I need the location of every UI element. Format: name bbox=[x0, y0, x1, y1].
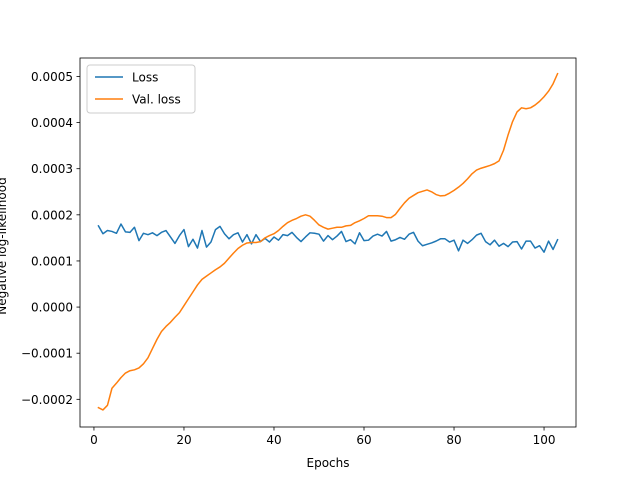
x-tick-label: 20 bbox=[176, 433, 191, 447]
series-line-1 bbox=[97, 72, 559, 411]
legend-label-1: Val. loss bbox=[132, 93, 181, 107]
legend-label-0: Loss bbox=[132, 71, 158, 85]
y-tick-label: 0.0002 bbox=[31, 208, 73, 222]
y-axis-label: Negative log-likelihood bbox=[0, 177, 9, 314]
y-tick-label: 0.0001 bbox=[31, 254, 73, 268]
x-tick-label: 80 bbox=[446, 433, 461, 447]
axes-frame bbox=[79, 57, 577, 428]
x-tick-label: 100 bbox=[533, 433, 556, 447]
y-axis-ticks: −0.0002 −0.0001 0.0000 0.0001 0.0002 0.0003 0.… bbox=[21, 70, 80, 407]
x-axis-ticks: 0 20 40 60 80 100 bbox=[90, 427, 555, 447]
x-tick-label: 60 bbox=[356, 433, 371, 447]
x-tick-label: 0 bbox=[90, 433, 98, 447]
x-axis-label: Epochs bbox=[307, 456, 350, 470]
y-tick-label: 0.0005 bbox=[31, 70, 73, 84]
y-tick-label: −0.0002 bbox=[21, 393, 73, 407]
axes-spine bbox=[79, 57, 577, 428]
y-tick-label: 0.0004 bbox=[31, 116, 73, 130]
y-tick-label: 0.0000 bbox=[31, 301, 73, 315]
series-line-0 bbox=[97, 223, 559, 253]
y-tick-label: 0.0003 bbox=[31, 162, 73, 176]
x-tick-label: 40 bbox=[266, 433, 281, 447]
y-tick-label: −0.0001 bbox=[21, 347, 73, 361]
legend: Loss Val. loss bbox=[86, 64, 196, 114]
plot-lines bbox=[97, 72, 559, 411]
